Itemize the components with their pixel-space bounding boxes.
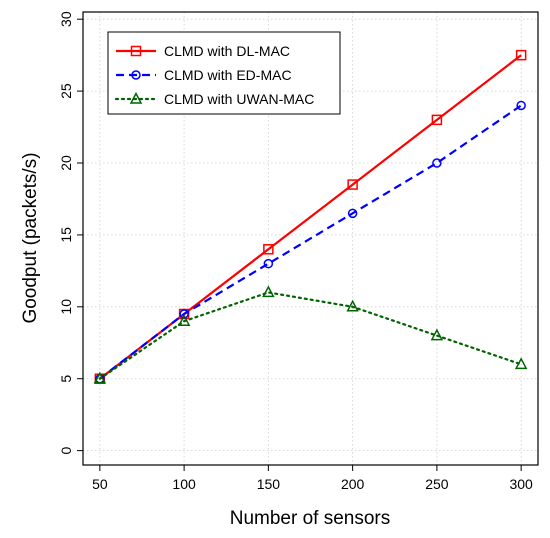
data-point [263,244,274,255]
data-point [177,314,191,326]
x-tick-label: 250 [425,476,449,492]
series-line [99,104,522,380]
plot-frame [82,11,539,466]
data-point [262,285,275,298]
y-tick-label: 30 [58,11,74,27]
legend-label: CLMD with UWAN-MAC [164,91,314,107]
series-line [98,291,523,380]
data-point [432,158,442,168]
y-tick-label: 20 [58,155,74,171]
legend: CLMD with DL-MAC CLMD with ED-MAC CLMD wit… [107,31,341,115]
legend-marker [130,45,142,57]
x-tick-label: 150 [257,476,281,492]
data-point [514,357,528,370]
legend-box [107,31,341,115]
legend-label: CLMD with DL-MAC [164,43,290,59]
data-point [346,299,359,312]
legend-label: CLMD with ED-MAC [164,67,292,83]
x-axis: 50 100 150 200 250 300 [92,465,533,492]
y-tick-label: 10 [58,299,74,315]
x-tick-label: 100 [172,476,196,492]
data-point [179,309,189,319]
y-axis: 0 5 10 15 20 25 30 [58,11,83,455]
data-point [431,114,443,126]
x-tick-label: 50 [92,476,108,492]
y-tick-label: 25 [58,83,74,99]
y-tick-label: 5 [58,375,74,383]
data-point [263,258,274,269]
data-point [430,328,444,341]
legend-marker [129,91,143,104]
data-point [93,371,107,384]
series-line [99,54,522,380]
data-point [515,49,527,61]
y-tick-label: 0 [58,447,74,455]
data-point [347,179,358,190]
data-point [347,208,358,219]
series-circle [95,100,526,384]
series-triangle [93,285,528,384]
y-tick-label: 15 [58,227,74,243]
series-group [93,49,528,384]
x-axis-title: Number of sensors [230,508,391,529]
x-tick-label: 300 [509,476,533,492]
legend-marker [131,70,141,80]
x-tick-label: 200 [341,476,365,492]
data-point [516,100,526,111]
grid [83,12,538,465]
y-axis-title: Goodput (packets/s) [20,152,41,323]
